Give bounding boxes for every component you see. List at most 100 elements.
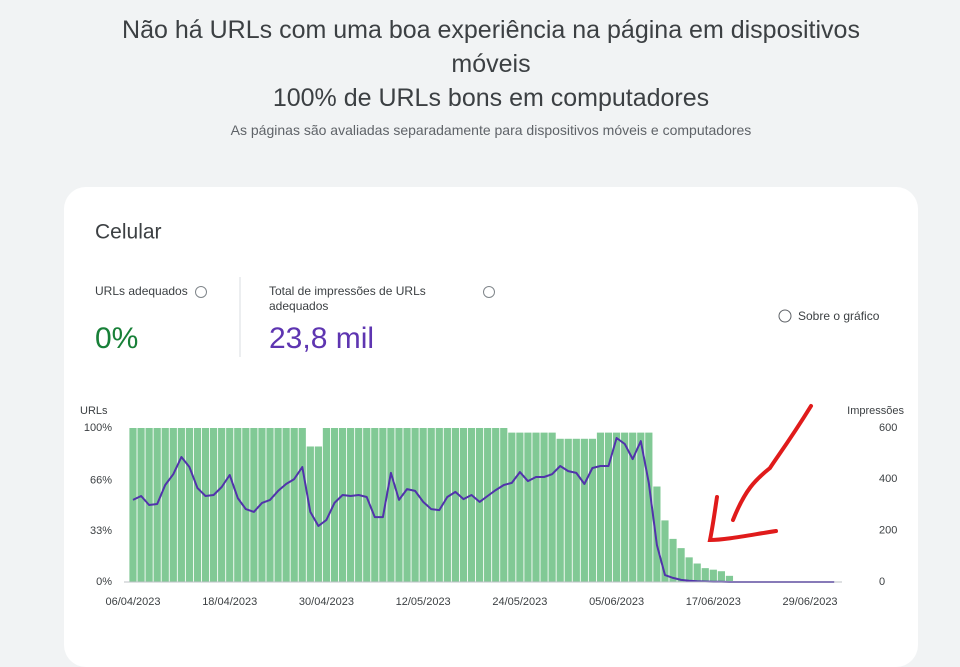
bar: [403, 428, 411, 582]
title: Não há URLs com uma boa experiência na p…: [122, 16, 860, 78]
bar: [250, 428, 258, 582]
bar: [661, 520, 669, 582]
bar: [725, 575, 734, 582]
metric-label: Total de impressões de URLs adequados: [269, 284, 426, 313]
bar: [580, 438, 588, 582]
card-title: Celular: [95, 221, 162, 244]
bar: [645, 432, 653, 582]
bar: [242, 428, 250, 582]
bar: [669, 538, 677, 582]
bar: [226, 428, 234, 582]
bar: [556, 438, 564, 582]
bar: [500, 428, 508, 582]
x-tick-label: 06/04/2023: [105, 596, 160, 608]
bar: [427, 428, 435, 582]
x-tick-label: 17/06/2023: [686, 596, 741, 608]
bar: [177, 428, 185, 582]
y-tick-label: 33%: [90, 525, 112, 537]
bar: [621, 432, 629, 582]
help-icon[interactable]: [483, 286, 495, 298]
bar: [564, 438, 572, 582]
bar: [540, 432, 548, 582]
y2-tick-label: 0: [879, 576, 885, 588]
bar: [484, 428, 492, 582]
bar: [524, 432, 532, 582]
y-tick-label: 0%: [96, 576, 112, 588]
bar: [709, 569, 717, 582]
plot: 0% 33% 66% 100% 0 200 400 600 06/04/2023 18/04/20…: [84, 422, 898, 608]
y-tick-label: 100%: [84, 422, 112, 434]
about-link[interactable]: Sobre o gráfico: [798, 309, 880, 323]
bar: [596, 432, 605, 582]
annotation-arrow: [707, 404, 813, 543]
bar: [637, 432, 645, 582]
bar: [210, 428, 218, 582]
y-axis-title: URLs: [80, 405, 108, 417]
bar: [169, 428, 177, 582]
bar: [492, 428, 500, 582]
bar: [604, 432, 613, 582]
bar: [258, 428, 266, 582]
bar: [355, 428, 363, 582]
x-tick-label: 18/04/2023: [202, 596, 257, 608]
bar: [532, 432, 540, 582]
bar: [234, 428, 242, 582]
bar: [137, 428, 145, 582]
bar: [395, 428, 403, 582]
bar: [314, 446, 322, 582]
x-tick-label: 29/06/2023: [783, 596, 838, 608]
bar: [717, 571, 725, 582]
bar: [193, 428, 202, 582]
bar: [629, 432, 637, 582]
bar: [347, 428, 355, 582]
help-icon[interactable]: [195, 286, 207, 298]
bar: [290, 428, 298, 582]
bar: [218, 428, 226, 582]
bar: [693, 563, 701, 582]
chart: Celular URLs adequados 0% Total de impre…: [80, 221, 904, 608]
bar: [185, 428, 194, 582]
bar: [685, 557, 693, 582]
y2-tick-label: 600: [879, 422, 897, 434]
y2-axis-title: Impressões: [847, 405, 904, 417]
bar: [266, 428, 274, 582]
metric-label: URLs adequados: [95, 284, 188, 298]
bar: [338, 428, 347, 582]
bar: [419, 428, 427, 582]
page: Não há URLs com uma boa experiência na p…: [64, 16, 918, 667]
x-tick-label: 24/05/2023: [492, 596, 547, 608]
bar: [201, 428, 210, 582]
bar: [613, 432, 621, 582]
bar: [588, 438, 597, 582]
title2: 100% de URLs bons em computadores: [272, 84, 710, 112]
bar: [548, 432, 556, 582]
bar: [443, 428, 451, 582]
bar: [572, 438, 580, 582]
metric-label-box: Total de impressões de URLs adequados: [269, 284, 426, 313]
bar: [129, 428, 137, 582]
info-icon[interactable]: [778, 309, 792, 323]
bar: [298, 428, 306, 582]
bar: [371, 428, 379, 582]
bar: [467, 428, 476, 582]
bar: [475, 428, 484, 582]
bar: [411, 428, 419, 582]
bar: [161, 428, 169, 582]
metric-value: 0%: [95, 322, 138, 355]
bar: [322, 428, 331, 582]
bar: [306, 446, 314, 582]
bar: [282, 428, 290, 582]
y2-tick-label: 400: [879, 473, 897, 485]
subtitle: As páginas são avaliadas separadamente p…: [230, 122, 752, 138]
bar: [701, 568, 709, 582]
bar: [677, 548, 685, 582]
y2-tick-label: 200: [879, 525, 897, 537]
bar: [435, 428, 443, 582]
bar: [653, 486, 661, 582]
bar: [508, 432, 516, 582]
bar: [459, 428, 468, 582]
y-tick-label: 66%: [90, 474, 112, 486]
bar: [379, 428, 387, 582]
x-tick-label: 30/04/2023: [299, 596, 354, 608]
metric-value: 23,8 mil: [269, 322, 374, 355]
